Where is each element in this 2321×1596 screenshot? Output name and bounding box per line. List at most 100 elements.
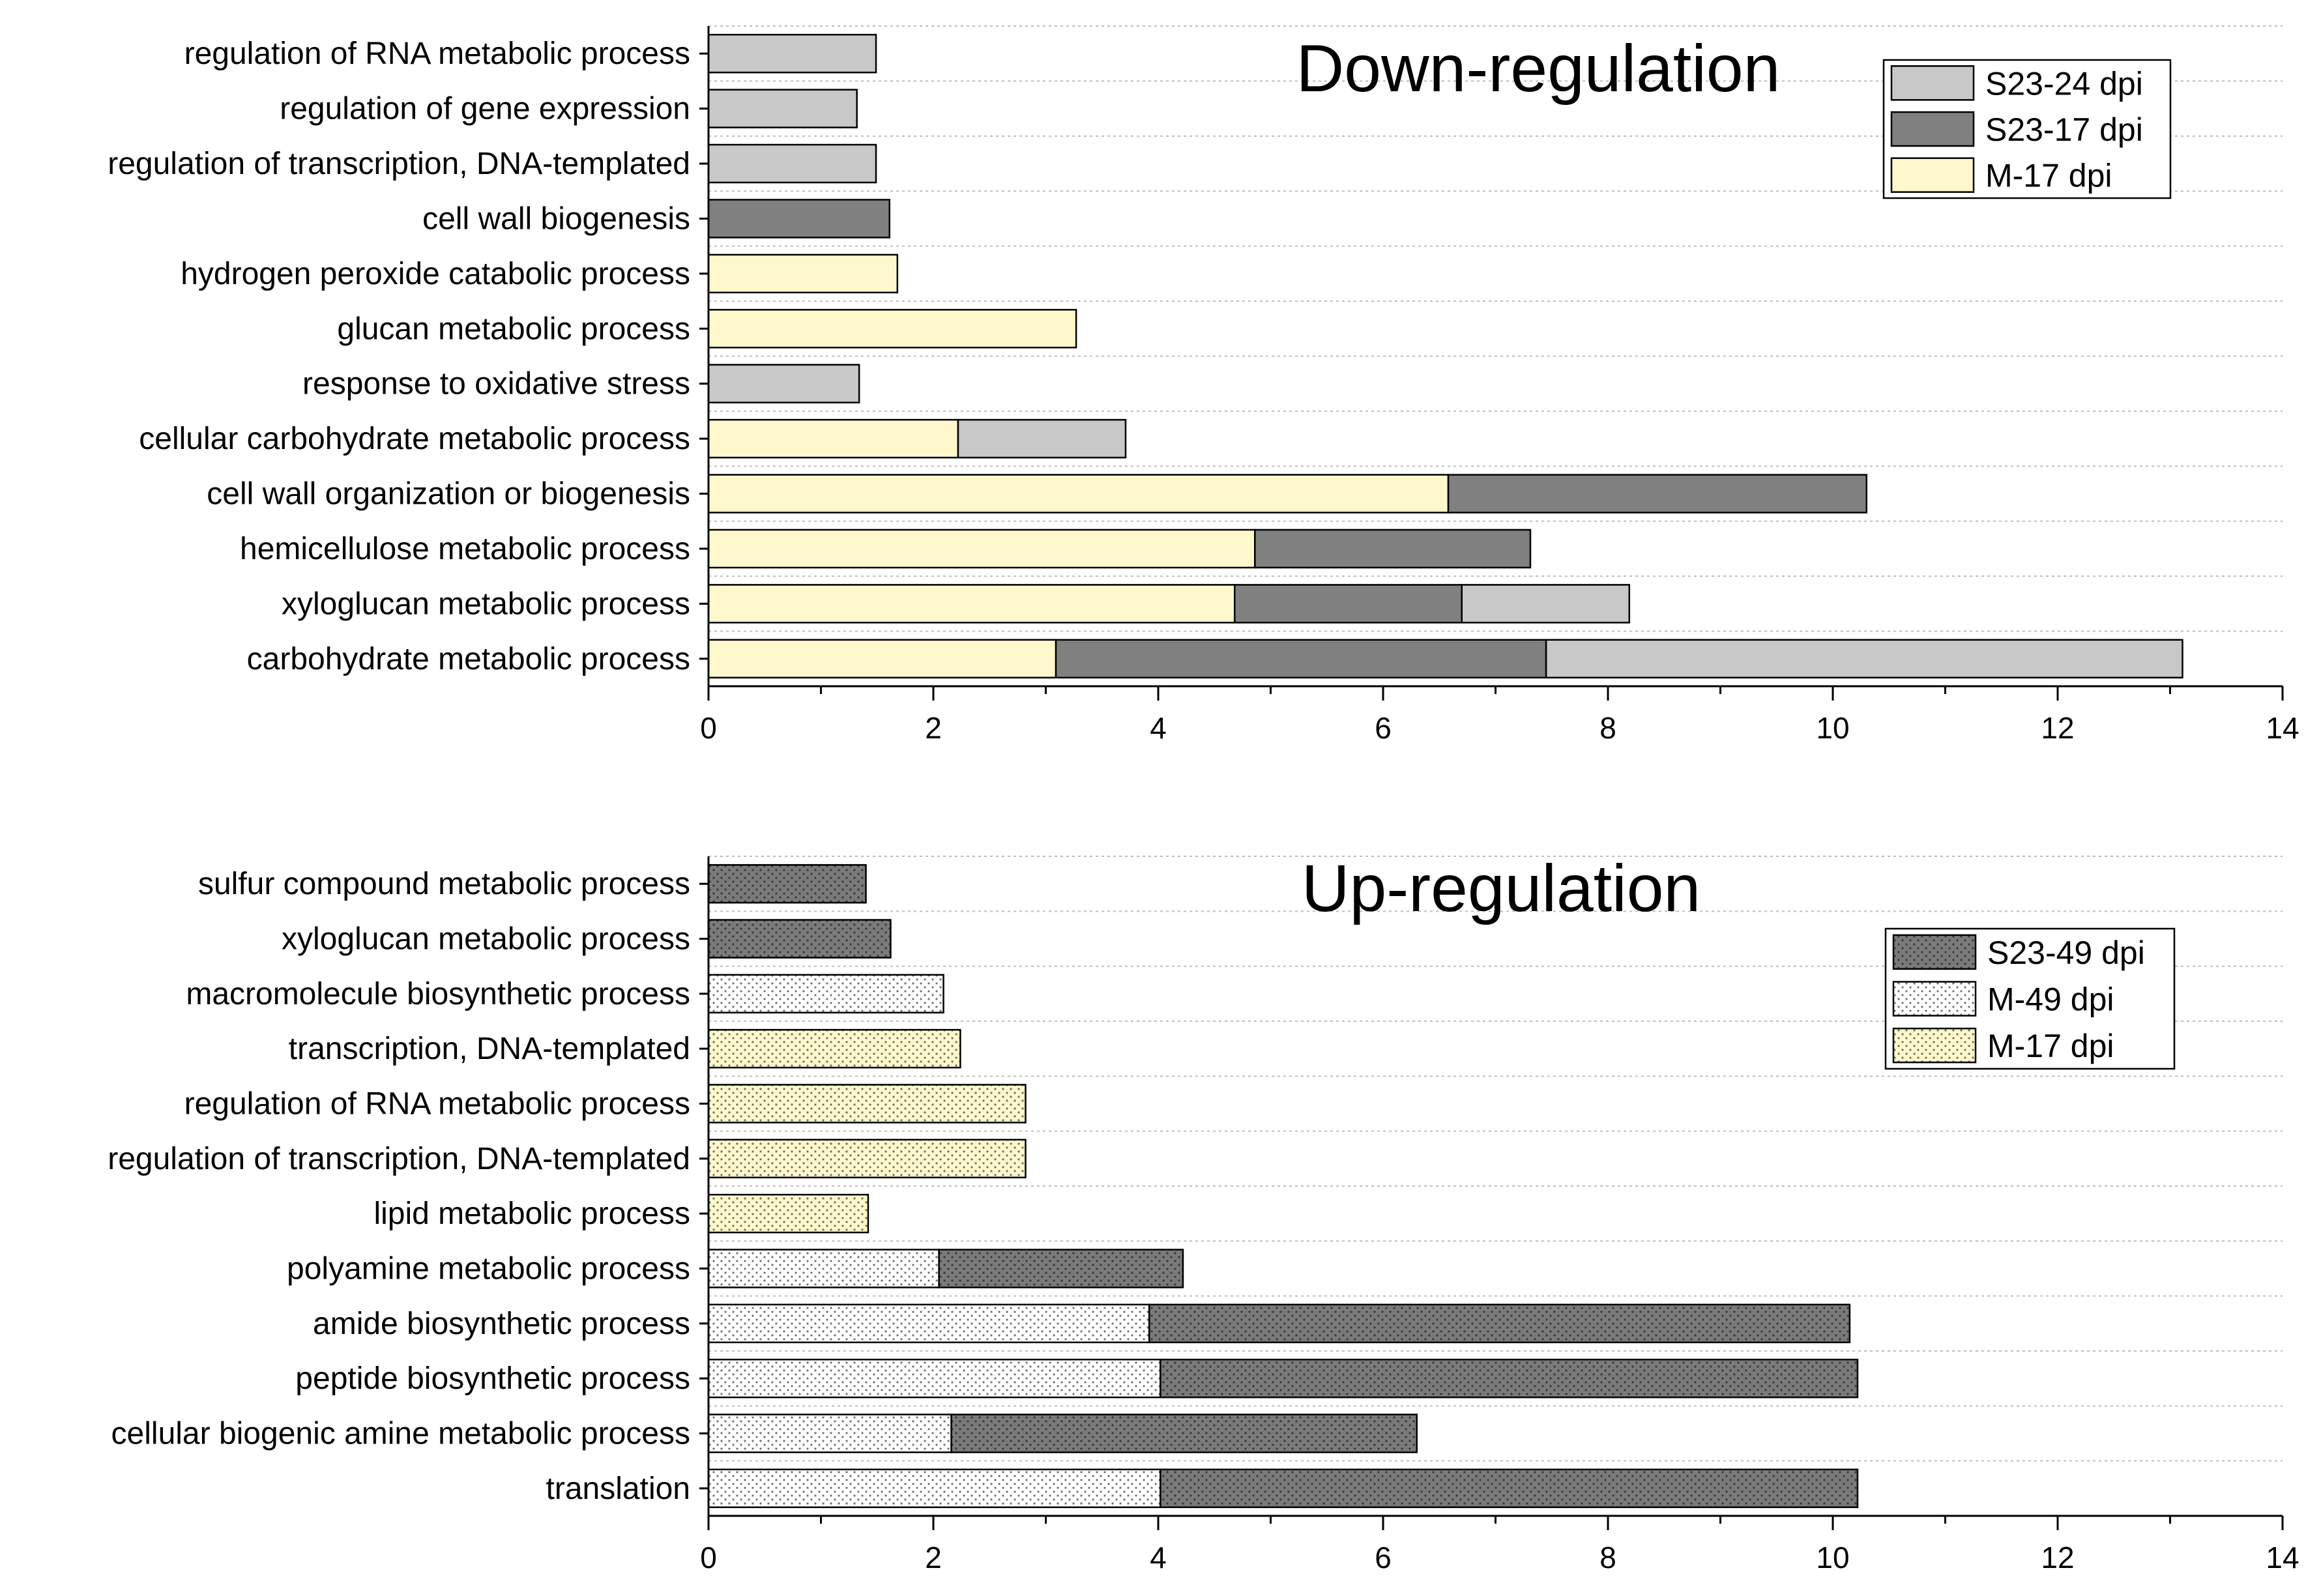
down-category-label: cell wall organization or biogenesis bbox=[207, 477, 690, 512]
up-bar-texture-m-49-dpi-translation bbox=[708, 1469, 1161, 1507]
up-category-label: regulation of RNA metabolic process bbox=[184, 1087, 690, 1122]
up-x-tick-label: 6 bbox=[1375, 1541, 1392, 1574]
down-legend-swatch-s23-17-dpi bbox=[1890, 111, 1975, 147]
up-category-label: xyloglucan metabolic process bbox=[282, 922, 690, 957]
up-legend: S23-49 dpi M-49 dpi M-17 dpi bbox=[1884, 927, 2176, 1070]
up-bar-texture-m-49-dpi-polyamine-metabolic-process bbox=[708, 1249, 939, 1288]
down-legend-swatch-m-17-dpi bbox=[1890, 157, 1975, 193]
down-bar-m-17-dpi-glucan-metabolic-process bbox=[707, 309, 1077, 349]
down-legend-label-s23-24-dpi: S23-24 dpi bbox=[1985, 65, 2143, 102]
up-bar-texture-s23-49-dpi-sulfur-compound-metabolic-process bbox=[708, 865, 866, 903]
up-bars bbox=[707, 863, 1859, 1509]
down-chart-title: Down-regulation bbox=[1296, 31, 1781, 106]
down-bar-s23-17-dpi-cell-wall-biogenesis bbox=[707, 199, 890, 239]
down-bar-m-17-dpi-cellular-carbohydrate-metabolic-process bbox=[707, 418, 959, 459]
up-legend-label-m-49-dpi: M-49 dpi bbox=[1987, 981, 2114, 1018]
up-category-label: peptide biosynthetic process bbox=[295, 1361, 690, 1396]
up-grid bbox=[708, 856, 2283, 1462]
down-category-label: regulation of gene expression bbox=[280, 92, 690, 126]
down-bar-s23-24-dpi-regulation-of-transcription-dna-templated bbox=[707, 143, 877, 184]
up-x-tick-label: 0 bbox=[700, 1541, 717, 1574]
down-category-label: regulation of RNA metabolic process bbox=[184, 36, 690, 71]
down-bar-m-17-dpi-carbohydrate-metabolic-process bbox=[707, 639, 1057, 679]
down-bar-s23-24-dpi-response-to-oxidative-stress bbox=[707, 364, 860, 403]
up-bar-texture-m-49-dpi-cellular-biogenic-amine-metabolic-process bbox=[708, 1414, 952, 1453]
down-legend-swatch-s23-24-dpi bbox=[1890, 65, 1975, 101]
down-category-label: hemicellulose metabolic process bbox=[240, 532, 690, 566]
up-x-tick-label: 14 bbox=[2266, 1541, 2299, 1574]
down-category-label: xyloglucan metabolic process bbox=[282, 587, 690, 621]
down-category-label: glucan metabolic process bbox=[337, 312, 690, 346]
down-x-tick-label: 2 bbox=[925, 711, 942, 745]
up-bar-texture-s23-49-dpi-peptide-biosynthetic-process bbox=[1160, 1359, 1858, 1398]
up-bar-texture-s23-49-dpi-cellular-biogenic-amine-metabolic-process bbox=[951, 1414, 1417, 1453]
up-legend-swatch-texture-m-49-dpi bbox=[1893, 981, 1976, 1016]
up-x-tick-label: 8 bbox=[1599, 1541, 1616, 1574]
up-category-label: sulfur compound metabolic process bbox=[198, 867, 690, 901]
down-bar-s23-24-dpi-regulation-of-rna-metabolic-process bbox=[707, 33, 877, 74]
up-bar-texture-m-17-dpi-lipid-metabolic-process bbox=[708, 1195, 868, 1233]
down-bar-m-17-dpi-xyloglucan-metabolic-process bbox=[707, 584, 1236, 624]
down-category-label: cell wall biogenesis bbox=[422, 201, 690, 236]
down-bar-m-17-dpi-hemicellulose-metabolic-process bbox=[707, 529, 1256, 569]
down-x-tick-label: 0 bbox=[700, 711, 717, 745]
down-category-label: carbohydrate metabolic process bbox=[247, 642, 690, 676]
down-bar-m-17-dpi-cell-wall-organization-or-biogenesis bbox=[707, 474, 1450, 514]
down-x-tick-label: 12 bbox=[2041, 711, 2074, 745]
up-bar-texture-m-17-dpi-regulation-of-transcription-dna-templated bbox=[708, 1139, 1026, 1178]
down-bar-s23-24-dpi-regulation-of-gene-expression bbox=[707, 89, 858, 128]
up-bar-texture-m-49-dpi-macromolecule-biosynthetic-process bbox=[708, 974, 944, 1013]
up-legend-swatch-texture-m-17-dpi bbox=[1893, 1028, 1976, 1063]
up-bar-texture-s23-49-dpi-translation bbox=[1160, 1469, 1858, 1507]
up-regulation-chart: sulfur compound metabolic process xyloglu… bbox=[108, 851, 2299, 1574]
down-bar-s23-17-dpi-xyloglucan-metabolic-process bbox=[1234, 584, 1463, 624]
down-bar-s23-17-dpi-cell-wall-organization-or-biogenesis bbox=[1447, 474, 1868, 514]
up-category-label: polyamine metabolic process bbox=[287, 1252, 690, 1286]
up-x-tick-label: 2 bbox=[925, 1541, 942, 1574]
down-bar-m-17-dpi-hydrogen-peroxide-catabolic-process bbox=[707, 254, 899, 294]
down-x-tick-label: 4 bbox=[1150, 711, 1167, 745]
up-bar-texture-m-17-dpi-regulation-of-rna-metabolic-process bbox=[708, 1084, 1026, 1123]
down-bars bbox=[707, 33, 2183, 679]
down-bar-s23-24-dpi-xyloglucan-metabolic-process bbox=[1461, 584, 1631, 624]
up-bar-texture-m-17-dpi-transcription-dna-templated bbox=[708, 1030, 961, 1068]
up-legend-label-s23-49-dpi: S23-49 dpi bbox=[1987, 935, 2145, 971]
down-axes: regulation of RNA metabolic process regul… bbox=[108, 26, 2299, 745]
up-category-label: transcription, DNA-templated bbox=[289, 1032, 690, 1066]
down-x-tick-label: 6 bbox=[1375, 711, 1392, 745]
down-legend-label-s23-17-dpi: S23-17 dpi bbox=[1985, 111, 2143, 148]
up-category-label: lipid metabolic process bbox=[373, 1197, 690, 1231]
down-category-label: response to oxidative stress bbox=[302, 367, 690, 401]
up-category-label: macromolecule biosynthetic process bbox=[186, 977, 690, 1011]
down-category-label: cellular carbohydrate metabolic process bbox=[139, 422, 690, 456]
up-legend-swatch-texture-s23-49-dpi bbox=[1893, 935, 1976, 969]
up-bar-texture-s23-49-dpi-polyamine-metabolic-process bbox=[939, 1249, 1183, 1288]
up-x-tick-label: 10 bbox=[1816, 1541, 1849, 1574]
down-bar-s23-17-dpi-carbohydrate-metabolic-process bbox=[1055, 639, 1547, 679]
up-chart-title: Up-regulation bbox=[1302, 851, 1701, 925]
down-x-tick-label: 10 bbox=[1816, 711, 1849, 745]
down-legend: S23-24 dpi S23-17 dpi M-17 dpi bbox=[1882, 59, 2172, 199]
up-category-label: regulation of transcription, DNA-templat… bbox=[108, 1142, 690, 1176]
up-category-label: cellular biogenic amine metabolic proces… bbox=[111, 1417, 690, 1451]
up-axes: sulfur compound metabolic process xyloglu… bbox=[108, 856, 2299, 1574]
down-category-label: regulation of transcription, DNA-templat… bbox=[108, 147, 690, 181]
down-grid bbox=[708, 25, 2283, 632]
down-legend-label-m-17-dpi: M-17 dpi bbox=[1985, 158, 2112, 194]
up-bar-texture-m-49-dpi-amide-biosynthetic-process bbox=[708, 1304, 1150, 1342]
up-category-label: amide biosynthetic process bbox=[313, 1307, 690, 1341]
down-bar-s23-24-dpi-carbohydrate-metabolic-process bbox=[1545, 639, 2183, 679]
up-bar-texture-s23-49-dpi-xyloglucan-metabolic-process bbox=[708, 920, 891, 958]
up-bar-texture-m-49-dpi-peptide-biosynthetic-process bbox=[708, 1359, 1161, 1398]
up-legend-label-m-17-dpi: M-17 dpi bbox=[1987, 1028, 2114, 1064]
down-category-label: hydrogen peroxide catabolic process bbox=[181, 257, 690, 291]
up-category-label: translation bbox=[546, 1472, 690, 1506]
down-bar-s23-24-dpi-cellular-carbohydrate-metabolic-process bbox=[957, 418, 1127, 459]
up-x-tick-label: 12 bbox=[2041, 1541, 2074, 1574]
up-x-tick-label: 4 bbox=[1150, 1541, 1167, 1574]
down-bar-s23-17-dpi-hemicellulose-metabolic-process bbox=[1254, 529, 1532, 569]
up-bar-texture-s23-49-dpi-amide-biosynthetic-process bbox=[1149, 1304, 1850, 1342]
down-x-tick-label: 8 bbox=[1599, 711, 1616, 745]
down-x-tick-label: 14 bbox=[2266, 711, 2299, 745]
